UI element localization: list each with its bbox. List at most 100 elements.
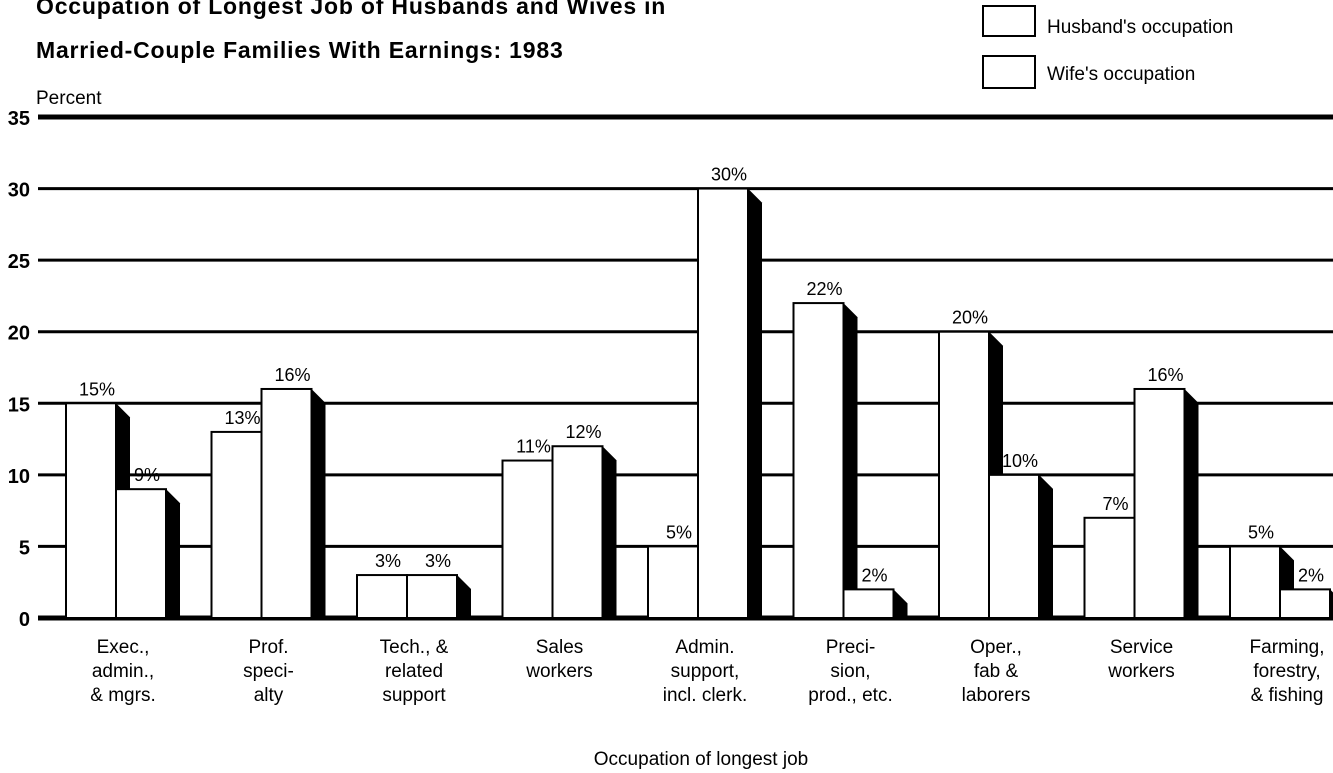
x-category-line: & fishing: [1251, 685, 1324, 706]
x-category-line: related: [385, 661, 443, 682]
legend-swatch-wife: [982, 55, 1036, 89]
bar-wife: [551, 445, 604, 619]
bar-wife: [115, 488, 167, 619]
bars: [65, 187, 1333, 620]
x-category-line: sion,: [830, 661, 870, 682]
x-category-label: Preci-sion, prod., etc.: [808, 637, 893, 706]
x-category-line: Service: [1110, 637, 1173, 658]
bar-shadow: [166, 489, 180, 618]
x-category-label: Exec., admin., & mgrs.: [90, 637, 155, 706]
bar-husband: [938, 330, 990, 619]
value-label: 16%: [274, 365, 310, 385]
bar-wife: [988, 473, 1040, 619]
value-label: 5%: [666, 522, 692, 542]
y-tick-label: 20: [8, 323, 30, 345]
value-label: 12%: [565, 422, 601, 442]
y-tick-label: 5: [19, 537, 30, 559]
bar-husband: [356, 574, 408, 619]
x-category-line: Oper.,: [970, 637, 1022, 658]
value-label: 16%: [1147, 365, 1183, 385]
x-category-label: Tech., & related support: [380, 637, 449, 706]
legend-label-husband: Husband's occupation: [1047, 17, 1233, 38]
value-label: 5%: [1248, 522, 1274, 542]
x-category-line: Farming,: [1250, 637, 1325, 658]
bar-husband: [65, 402, 117, 619]
value-label: 10%: [1002, 451, 1038, 471]
y-tick-label: 35: [8, 108, 30, 130]
bar-wife: [697, 187, 749, 619]
bar-husband: [647, 545, 699, 620]
value-label: 3%: [375, 551, 401, 571]
x-category-label: Admin. support, incl. clerk.: [663, 637, 747, 706]
bar-wife: [842, 588, 895, 619]
y-axis: Percent 0 5 10 15 20 25 30 35: [8, 88, 102, 631]
value-labels: 15% 9% 13% 16% 3% 3% 11% 12% 5% 30% 22% 2% 20% 10% 7% 1…: [79, 165, 1324, 586]
x-category-line: support,: [671, 661, 740, 682]
x-category-line: admin.,: [92, 661, 154, 682]
bar-shadow: [457, 575, 471, 618]
bar-shadow: [748, 188, 762, 619]
x-category-line: alty: [254, 685, 284, 706]
x-category-label: Farming, forestry, & fishing: [1250, 637, 1325, 706]
y-tick-label: 15: [8, 394, 30, 416]
value-label: 2%: [861, 565, 887, 585]
bar-wife: [260, 387, 313, 619]
x-category-label: Oper., fab & laborers: [962, 637, 1031, 706]
x-category-line: Exec.,: [97, 637, 150, 658]
value-label: 13%: [224, 408, 260, 428]
x-category-label: Sales workers: [525, 637, 593, 682]
x-category-line: Tech., &: [380, 637, 449, 658]
x-category-line: incl. clerk.: [663, 685, 747, 706]
x-category-line: Admin.: [675, 637, 734, 658]
y-tick-label: 30: [8, 180, 30, 202]
y-tick-label: 10: [8, 466, 30, 488]
x-category-line: fab &: [974, 661, 1019, 682]
legend-label-wife: Wife's occupation: [1047, 64, 1195, 85]
bar-husband: [501, 459, 554, 619]
x-category-line: Sales: [536, 637, 584, 658]
bar-shadow: [311, 388, 326, 618]
bar-shadow: [1184, 388, 1199, 618]
legend-swatch-husband: [982, 5, 1036, 37]
y-axis-label: Percent: [36, 88, 102, 109]
x-category-label: Prof. speci-alty: [243, 637, 294, 706]
x-category-line: speci-: [243, 661, 294, 682]
x-category-line: support: [382, 685, 446, 706]
y-tick-label: 25: [8, 251, 30, 273]
bar-shadow: [843, 303, 858, 618]
x-category-line: & mgrs.: [90, 685, 155, 706]
bar-husband: [1229, 545, 1281, 620]
chart-title: Occupation of Longest Job of Husbands an…: [36, 0, 666, 72]
bar-shadow: [1039, 474, 1053, 618]
x-category-line: forestry,: [1253, 661, 1320, 682]
value-label: 30%: [711, 165, 747, 185]
x-category-line: prod., etc.: [808, 685, 893, 706]
value-label: 20%: [952, 308, 988, 328]
x-axis-categories: Exec., admin., & mgrs. Prof. speci-alty Tech.…: [90, 637, 1324, 706]
value-label: 3%: [425, 551, 451, 571]
bar-wife: [406, 574, 458, 619]
value-label: 2%: [1298, 565, 1324, 585]
value-label: 7%: [1102, 494, 1128, 514]
x-axis-label: Occupation of longest job: [594, 749, 808, 770]
title-line-2: Married-Couple Families With Earnings: 1…: [36, 37, 564, 63]
bar-husband: [210, 430, 263, 619]
bar-wife: [1279, 588, 1331, 619]
legend: Husband's occupation Wife's occupation: [982, 5, 1233, 89]
x-category-line: workers: [1107, 661, 1175, 682]
y-tick-label: 0: [19, 609, 30, 631]
bar-shadow: [893, 589, 908, 618]
value-label: 9%: [134, 465, 160, 485]
x-category-line: laborers: [962, 685, 1031, 706]
title-line-1: Occupation of Longest Job of Husbands an…: [36, 0, 667, 19]
bar-shadow: [602, 446, 617, 618]
value-label: 15%: [79, 379, 115, 399]
bar-wife: [1133, 387, 1186, 619]
value-label: 11%: [516, 437, 551, 457]
x-category-label: Service workers: [1107, 637, 1175, 682]
bar-husband: [792, 302, 845, 619]
x-category-line: Preci-: [826, 637, 876, 658]
x-category-line: workers: [525, 661, 593, 682]
x-category-line: Prof.: [248, 637, 288, 658]
